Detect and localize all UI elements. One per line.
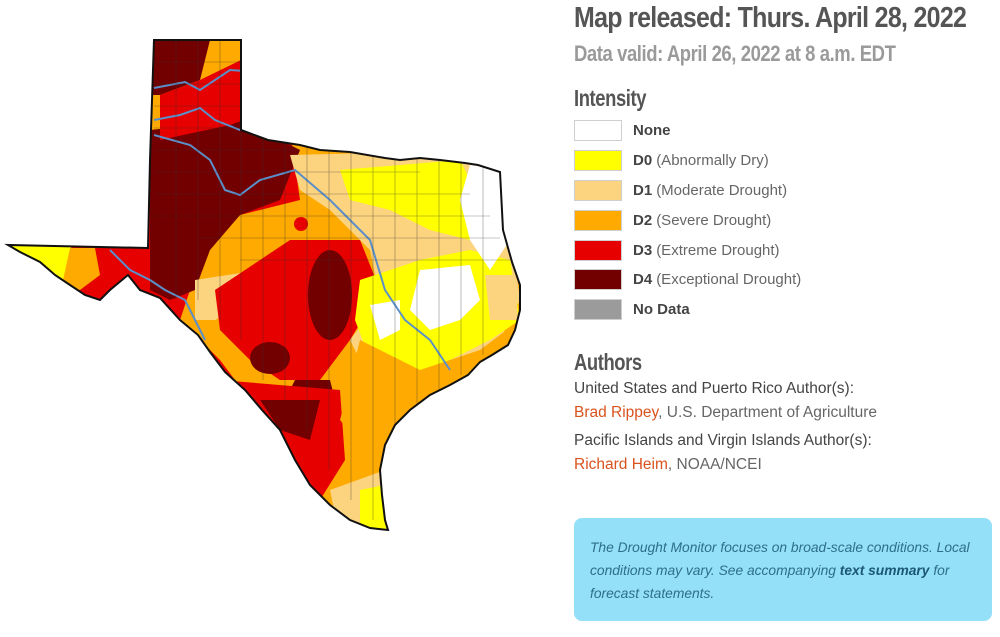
legend-desc: (Severe Drought) [656, 211, 772, 229]
author-affiliation: , NOAA/NCEI [667, 455, 762, 473]
legend-code: D4 [633, 271, 653, 289]
legend-item-d4: D4 (Exceptional Drought) [574, 265, 994, 295]
legend-item-d1: D1 (Moderate Drought) [574, 176, 994, 206]
info-panel: Map released: Thurs. April 28, 2022 Data… [574, 0, 994, 474]
legend-desc: (Abnormally Dry) [656, 152, 769, 170]
note-text: The Drought Monitor focuses on broad-sca… [590, 540, 970, 578]
author-group-pacific: Pacific Islands and Virgin Islands Autho… [574, 432, 994, 474]
texas-drought-map-svg [4, 39, 521, 532]
legend-swatch-d0 [574, 150, 622, 172]
legend-desc: (Extreme Drought) [656, 241, 780, 259]
legend-code: None [633, 122, 671, 140]
author-link-brad-rippey[interactable]: Brad Rippey [574, 403, 659, 421]
legend-code: D1 [633, 181, 653, 199]
legend-item-no-data: No Data [574, 295, 994, 325]
legend-item-none: None [574, 116, 994, 146]
legend-desc: (Exceptional Drought) [656, 271, 802, 289]
author-group-label: United States and Puerto Rico Author(s): [574, 379, 855, 397]
legend-swatch-d4 [574, 269, 622, 291]
legend-code: D0 [633, 152, 653, 170]
author-affiliation: , U.S. Department of Agriculture [658, 403, 877, 421]
legend-code: No Data [633, 301, 690, 319]
note-text-end: for forecast statements. [590, 563, 950, 601]
legend-item-d2: D2 (Severe Drought) [574, 205, 994, 235]
intensity-heading: Intensity [574, 85, 647, 111]
author-link-richard-heim[interactable]: Richard Heim [574, 455, 668, 473]
author-group-label: Pacific Islands and Virgin Islands Autho… [574, 431, 872, 449]
legend-swatch-d1 [574, 179, 622, 201]
author-group-us: United States and Puerto Rico Author(s):… [574, 380, 994, 422]
legend-item-d3: D3 (Extreme Drought) [574, 235, 994, 265]
disclaimer-note: The Drought Monitor focuses on broad-sca… [574, 518, 992, 621]
legend-swatch-none [574, 120, 622, 142]
legend-swatch-no-data [574, 299, 622, 321]
legend-swatch-d2 [574, 209, 622, 231]
authors-heading: Authors [574, 348, 642, 375]
map-release-title: Map released: Thurs. April 28, 2022 [574, 2, 967, 34]
intensity-legend: None D0 (Abnormally Dry) D1 (Moderate Dr… [574, 116, 994, 325]
data-valid-subtitle: Data valid: April 26, 2022 at 8 a.m. EDT [574, 41, 896, 66]
legend-item-d0: D0 (Abnormally Dry) [574, 146, 994, 176]
legend-swatch-d3 [574, 239, 622, 261]
legend-desc: (Moderate Drought) [656, 181, 788, 199]
drought-map [0, 30, 560, 540]
author-line: Brad Rippey, U.S. Department of Agricult… [574, 404, 994, 422]
legend-code: D2 [633, 211, 653, 229]
text-summary-link[interactable]: text summary [839, 563, 930, 578]
legend-code: D3 [633, 241, 653, 259]
author-line: Richard Heim, NOAA/NCEI [574, 456, 994, 474]
